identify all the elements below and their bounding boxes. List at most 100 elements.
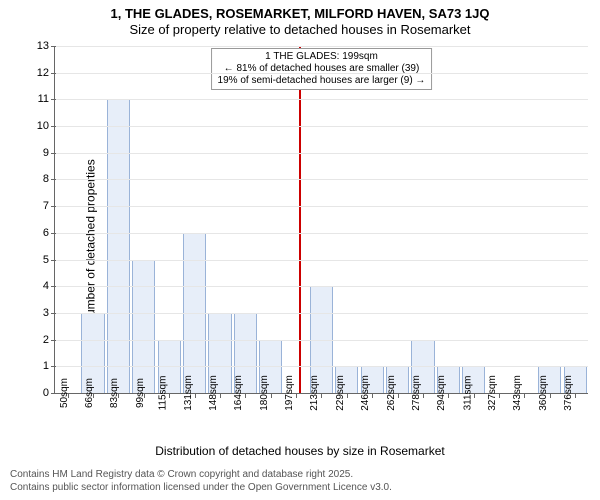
x-tick: 148sqm (202, 375, 219, 411)
bar-slot: 131sqm (182, 46, 207, 393)
x-tick: 360sqm (532, 375, 549, 411)
x-tick: 311sqm (456, 376, 473, 411)
gridline (55, 366, 588, 367)
x-tick-mark (195, 393, 196, 398)
x-tick-mark (321, 393, 322, 398)
x-tick: 213sqm (304, 375, 321, 411)
bar-slot: 50sqm (55, 46, 80, 393)
annot-line1: 1 THE GLADES: 199sqm (218, 51, 426, 63)
x-tick-mark (575, 393, 576, 398)
chart-title-block: 1, THE GLADES, ROSEMARKET, MILFORD HAVEN… (0, 0, 600, 39)
footer-line2: Contains public sector information licen… (10, 482, 392, 495)
bar-slot: 148sqm (207, 46, 232, 393)
x-tick: 229sqm (329, 375, 346, 411)
bar-slot: 376sqm (563, 46, 588, 393)
x-tick: 376sqm (557, 375, 574, 411)
gridline (55, 340, 588, 341)
x-tick-mark (296, 393, 297, 398)
x-tick-mark (271, 393, 272, 398)
bar (107, 99, 130, 393)
plot-area: 50sqm66sqm83sqm99sqm115sqm131sqm148sqm16… (54, 46, 588, 394)
y-tick: 3 (43, 307, 55, 319)
y-tick: 2 (43, 334, 55, 346)
bar-slot: 99sqm (131, 46, 156, 393)
marker-line (299, 46, 301, 393)
y-tick: 7 (43, 200, 55, 212)
bar-slot: 180sqm (258, 46, 283, 393)
gridline (55, 99, 588, 100)
gridline (55, 126, 588, 127)
gridline (55, 313, 588, 314)
x-tick-mark (169, 393, 170, 398)
x-tick: 327sqm (481, 375, 498, 411)
y-tick: 4 (43, 280, 55, 292)
bar (132, 260, 155, 393)
gridline (55, 46, 588, 47)
x-tick: 115sqm (152, 376, 169, 411)
x-tick: 66sqm (78, 378, 95, 408)
bar-slot: 164sqm (233, 46, 258, 393)
gridline (55, 73, 588, 74)
x-tick-mark (550, 393, 551, 398)
x-tick: 164sqm (228, 375, 245, 411)
y-tick: 1 (43, 360, 55, 372)
bar-slot: 278sqm (410, 46, 435, 393)
annot-line3: 19% of semi-detached houses are larger (… (218, 75, 426, 87)
x-tick-mark (372, 393, 373, 398)
x-tick: 197sqm (278, 375, 295, 411)
bar-slot: 115sqm (157, 46, 182, 393)
x-tick: 180sqm (253, 375, 270, 411)
y-tick: 9 (43, 147, 55, 159)
x-tick-mark (499, 393, 500, 398)
bar-slot: 246sqm (360, 46, 385, 393)
x-axis-label: Distribution of detached houses by size … (0, 444, 600, 458)
y-tick: 8 (43, 173, 55, 185)
bar-slot: 213sqm (309, 46, 334, 393)
x-tick: 294sqm (431, 375, 448, 411)
y-tick: 10 (37, 120, 55, 132)
x-tick-mark (347, 393, 348, 398)
title-address: 1, THE GLADES, ROSEMARKET, MILFORD HAVEN… (0, 6, 600, 22)
x-tick-mark (524, 393, 525, 398)
x-tick-mark (423, 393, 424, 398)
bar-slot: 66sqm (80, 46, 105, 393)
gridline (55, 286, 588, 287)
y-tick: 5 (43, 254, 55, 266)
y-tick: 13 (37, 40, 55, 52)
y-tick: 6 (43, 227, 55, 239)
footer-attribution: Contains HM Land Registry data © Crown c… (10, 469, 392, 494)
bar-slot: 327sqm (486, 46, 511, 393)
bar-slot: 197sqm (283, 46, 308, 393)
x-tick-mark (245, 393, 246, 398)
bar-slot: 311sqm (461, 46, 486, 393)
title-subtitle: Size of property relative to detached ho… (0, 22, 600, 38)
x-tick: 278sqm (405, 375, 422, 411)
bar-slot: 262sqm (385, 46, 410, 393)
y-tick: 0 (43, 387, 55, 399)
y-tick: 12 (37, 67, 55, 79)
x-tick: 99sqm (129, 378, 146, 408)
bar-slot: 343sqm (512, 46, 537, 393)
x-tick-mark (398, 393, 399, 398)
x-tick: 131sqm (177, 375, 194, 411)
gridline (55, 179, 588, 180)
y-tick: 11 (38, 93, 55, 105)
x-tick: 343sqm (507, 375, 524, 411)
annotation-box: 1 THE GLADES: 199sqm ← 81% of detached h… (211, 48, 433, 90)
bar-slot: 360sqm (537, 46, 562, 393)
footer-line1: Contains HM Land Registry data © Crown c… (10, 469, 392, 482)
x-tick-mark (220, 393, 221, 398)
gridline (55, 260, 588, 261)
gridline (55, 233, 588, 234)
x-tick: 262sqm (380, 375, 397, 411)
x-tick: 246sqm (354, 375, 371, 411)
chart-wrap: Number of detached properties 50sqm66sqm… (0, 42, 600, 442)
x-tick-mark (448, 393, 449, 398)
bar-slot: 83sqm (106, 46, 131, 393)
x-tick: 83sqm (103, 378, 120, 408)
bar-slot: 294sqm (436, 46, 461, 393)
gridline (55, 153, 588, 154)
x-tick-mark (474, 393, 475, 398)
bar-slot: 229sqm (334, 46, 359, 393)
bars-container: 50sqm66sqm83sqm99sqm115sqm131sqm148sqm16… (55, 46, 588, 393)
